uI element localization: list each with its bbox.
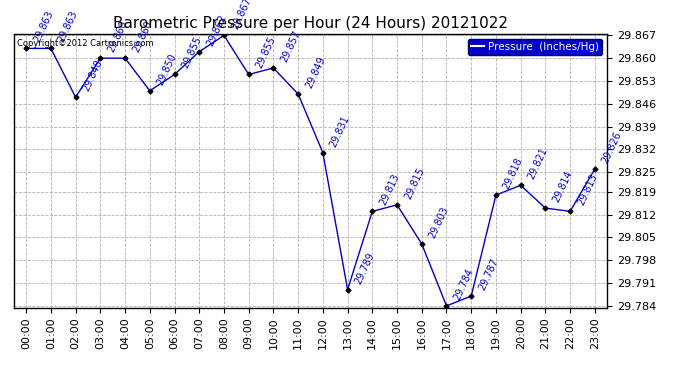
Text: 29.863: 29.863 [32,9,55,44]
Text: 29.848: 29.848 [81,58,104,93]
Text: 29.814: 29.814 [551,169,574,204]
Text: 29.850: 29.850 [155,52,179,87]
Text: 29.849: 29.849 [304,55,327,90]
Text: 29.867: 29.867 [230,0,253,31]
Text: 29.855: 29.855 [254,35,277,70]
Text: 29.813: 29.813 [575,172,599,207]
Text: 29.862: 29.862 [205,13,228,48]
Text: 29.863: 29.863 [57,9,80,44]
Text: 29.860: 29.860 [130,19,154,54]
Text: 29.857: 29.857 [279,29,302,64]
Text: 29.784: 29.784 [452,267,475,302]
Text: 29.855: 29.855 [180,35,204,70]
Text: 29.818: 29.818 [502,156,525,191]
Text: 29.787: 29.787 [477,257,500,292]
Title: Barometric Pressure per Hour (24 Hours) 20121022: Barometric Pressure per Hour (24 Hours) … [113,16,508,31]
Text: 29.803: 29.803 [427,205,451,240]
Text: 29.821: 29.821 [526,146,550,181]
Text: 29.826: 29.826 [600,130,624,165]
Text: 29.789: 29.789 [353,251,377,285]
Text: 29.860: 29.860 [106,19,129,54]
Text: 29.813: 29.813 [378,172,401,207]
Text: Copyright©2012 Cartronics.com: Copyright©2012 Cartronics.com [17,39,153,48]
Text: 29.815: 29.815 [402,166,426,201]
Legend: Pressure  (Inches/Hg): Pressure (Inches/Hg) [468,39,602,55]
Text: 29.831: 29.831 [328,114,352,148]
